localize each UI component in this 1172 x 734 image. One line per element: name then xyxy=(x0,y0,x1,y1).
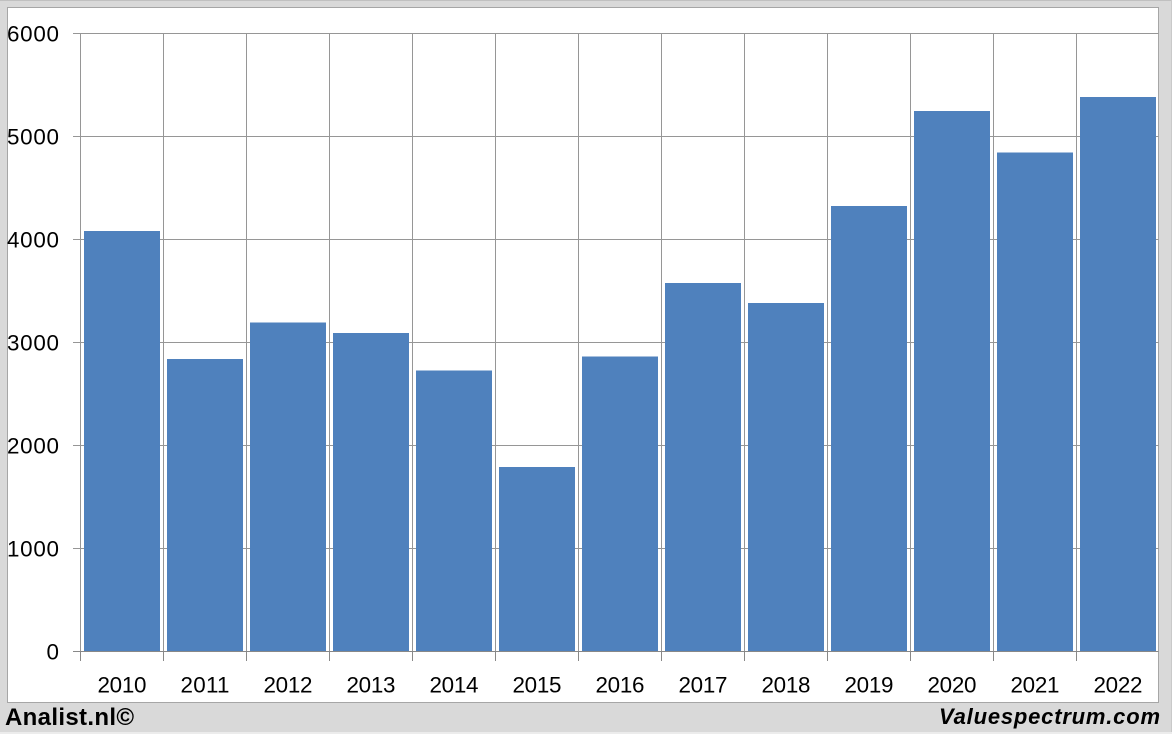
svg-text:4000: 4000 xyxy=(7,227,59,252)
svg-text:3000: 3000 xyxy=(7,330,59,355)
svg-text:2019: 2019 xyxy=(845,672,894,697)
svg-text:Valuespectrum.com: Valuespectrum.com xyxy=(939,704,1160,729)
svg-text:2016: 2016 xyxy=(596,672,645,697)
svg-text:2018: 2018 xyxy=(762,672,811,697)
svg-text:2010: 2010 xyxy=(98,672,147,697)
svg-text:2015: 2015 xyxy=(513,672,562,697)
svg-text:2021: 2021 xyxy=(1011,672,1060,697)
svg-text:5000: 5000 xyxy=(7,124,59,149)
svg-text:0: 0 xyxy=(47,639,59,664)
svg-text:2017: 2017 xyxy=(679,672,728,697)
svg-text:2013: 2013 xyxy=(347,672,396,697)
svg-text:1000: 1000 xyxy=(7,536,59,561)
svg-text:2011: 2011 xyxy=(181,672,230,697)
svg-text:2022: 2022 xyxy=(1094,672,1143,697)
svg-text:2012: 2012 xyxy=(264,672,313,697)
svg-text:Analist.nl©: Analist.nl© xyxy=(5,704,134,731)
svg-text:6000: 6000 xyxy=(7,21,59,46)
svg-text:2000: 2000 xyxy=(7,433,59,458)
svg-text:2020: 2020 xyxy=(928,672,977,697)
svg-text:2014: 2014 xyxy=(430,672,479,697)
